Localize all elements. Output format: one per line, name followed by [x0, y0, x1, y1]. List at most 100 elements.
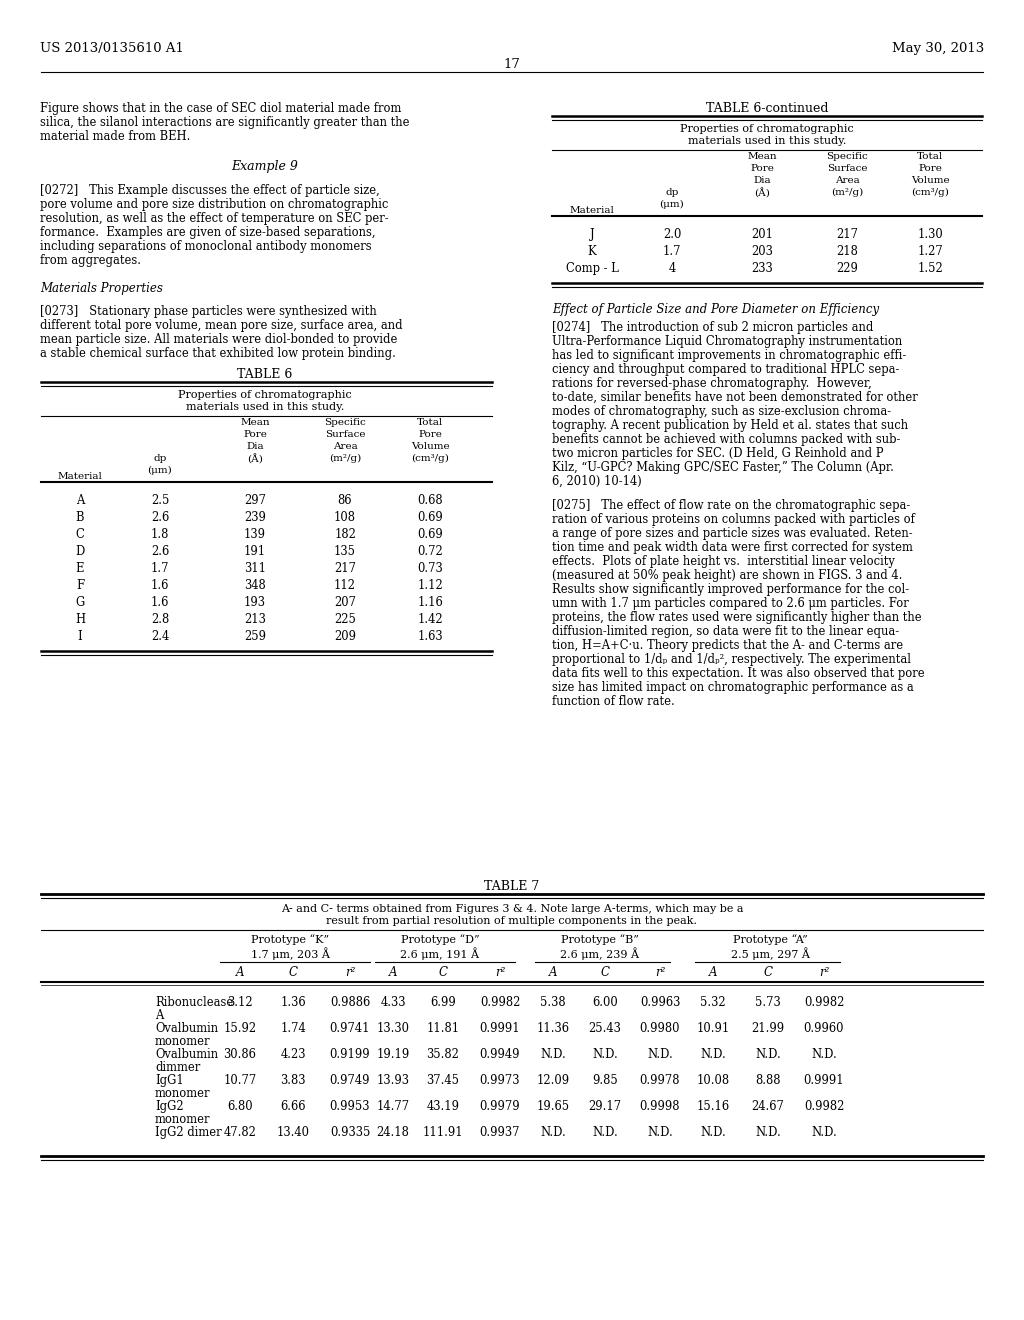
Text: Surface: Surface — [325, 430, 366, 440]
Text: monomer: monomer — [155, 1035, 211, 1048]
Text: Prototype “A”: Prototype “A” — [732, 935, 807, 945]
Text: D: D — [76, 545, 85, 558]
Text: 1.42: 1.42 — [417, 612, 442, 626]
Text: from aggregates.: from aggregates. — [40, 253, 141, 267]
Text: 2.8: 2.8 — [151, 612, 169, 626]
Text: dimmer: dimmer — [155, 1061, 201, 1074]
Text: Pore: Pore — [919, 164, 942, 173]
Text: 1.7 μm, 203 Å: 1.7 μm, 203 Å — [251, 946, 330, 960]
Text: 3.12: 3.12 — [227, 997, 253, 1008]
Text: to-date, similar benefits have not been demonstrated for other: to-date, similar benefits have not been … — [552, 391, 918, 404]
Text: 0.9199: 0.9199 — [330, 1048, 371, 1061]
Text: 2.5 μm, 297 Å: 2.5 μm, 297 Å — [730, 946, 809, 960]
Text: N.D.: N.D. — [540, 1048, 566, 1061]
Text: function of flow rate.: function of flow rate. — [552, 696, 675, 708]
Text: 0.72: 0.72 — [417, 545, 442, 558]
Text: Volume: Volume — [411, 442, 450, 451]
Text: resolution, as well as the effect of temperature on SEC per-: resolution, as well as the effect of tem… — [40, 213, 389, 224]
Text: 1.7: 1.7 — [663, 246, 681, 257]
Text: Prototype “D”: Prototype “D” — [400, 935, 479, 945]
Text: materials used in this study.: materials used in this study. — [688, 136, 846, 147]
Text: A: A — [76, 494, 84, 507]
Text: TABLE 6: TABLE 6 — [238, 368, 293, 381]
Text: 8.88: 8.88 — [756, 1074, 780, 1086]
Text: has led to significant improvements in chromatographic effi-: has led to significant improvements in c… — [552, 348, 906, 362]
Text: 6.00: 6.00 — [592, 997, 617, 1008]
Text: tion, H=A+C·u. Theory predicts that the A- and C-terms are: tion, H=A+C·u. Theory predicts that the … — [552, 639, 903, 652]
Text: 348: 348 — [244, 579, 266, 591]
Text: 6.99: 6.99 — [430, 997, 456, 1008]
Text: 108: 108 — [334, 511, 356, 524]
Text: (μm): (μm) — [659, 201, 684, 209]
Text: a stable chemical surface that exhibited low protein binding.: a stable chemical surface that exhibited… — [40, 347, 396, 360]
Text: 2.5: 2.5 — [151, 494, 169, 507]
Text: 11.81: 11.81 — [426, 1022, 460, 1035]
Text: 21.99: 21.99 — [752, 1022, 784, 1035]
Text: 0.69: 0.69 — [417, 528, 442, 541]
Text: mean particle size. All materials were diol-bonded to provide: mean particle size. All materials were d… — [40, 333, 397, 346]
Text: 111.91: 111.91 — [423, 1126, 463, 1139]
Text: 1.16: 1.16 — [417, 597, 442, 609]
Text: 24.18: 24.18 — [377, 1126, 410, 1139]
Text: 5.73: 5.73 — [755, 997, 781, 1008]
Text: 225: 225 — [334, 612, 356, 626]
Text: [0273]   Stationary phase particles were synthesized with: [0273] Stationary phase particles were s… — [40, 305, 377, 318]
Text: 11.36: 11.36 — [537, 1022, 569, 1035]
Text: r²: r² — [819, 966, 829, 979]
Text: (m²/g): (m²/g) — [830, 187, 863, 197]
Text: 5.32: 5.32 — [700, 997, 726, 1008]
Text: 10.08: 10.08 — [696, 1074, 729, 1086]
Text: 15.92: 15.92 — [223, 1022, 257, 1035]
Text: 86: 86 — [338, 494, 352, 507]
Text: 5.38: 5.38 — [541, 997, 566, 1008]
Text: 0.9749: 0.9749 — [330, 1074, 371, 1086]
Text: Prototype “K”: Prototype “K” — [251, 935, 329, 945]
Text: 24.67: 24.67 — [752, 1100, 784, 1113]
Text: 15.16: 15.16 — [696, 1100, 729, 1113]
Text: A: A — [709, 966, 717, 979]
Text: 0.9949: 0.9949 — [480, 1048, 520, 1061]
Text: G: G — [76, 597, 85, 609]
Text: US 2013/0135610 A1: US 2013/0135610 A1 — [40, 42, 184, 55]
Text: May 30, 2013: May 30, 2013 — [892, 42, 984, 55]
Text: (cm³/g): (cm³/g) — [911, 187, 949, 197]
Text: N.D.: N.D. — [811, 1048, 837, 1061]
Text: IgG1: IgG1 — [155, 1074, 183, 1086]
Text: [0274]   The introduction of sub 2 micron particles and: [0274] The introduction of sub 2 micron … — [552, 321, 873, 334]
Text: 0.9991: 0.9991 — [804, 1074, 845, 1086]
Text: N.D.: N.D. — [647, 1048, 673, 1061]
Text: 1.6: 1.6 — [151, 597, 169, 609]
Text: N.D.: N.D. — [755, 1126, 781, 1139]
Text: ciency and throughput compared to traditional HPLC sepa-: ciency and throughput compared to tradit… — [552, 363, 899, 376]
Text: TABLE 7: TABLE 7 — [484, 880, 540, 894]
Text: proteins, the flow rates used were significantly higher than the: proteins, the flow rates used were signi… — [552, 611, 922, 624]
Text: 4.33: 4.33 — [380, 997, 406, 1008]
Text: A: A — [389, 966, 397, 979]
Text: 4: 4 — [669, 261, 676, 275]
Text: H: H — [75, 612, 85, 626]
Text: Volume: Volume — [910, 176, 949, 185]
Text: 1.63: 1.63 — [417, 630, 442, 643]
Text: 0.9741: 0.9741 — [330, 1022, 371, 1035]
Text: 1.30: 1.30 — [918, 228, 943, 242]
Text: tography. A recent publication by Held et al. states that such: tography. A recent publication by Held e… — [552, 418, 908, 432]
Text: 19.19: 19.19 — [377, 1048, 410, 1061]
Text: two micron particles for SEC. (D Held, G Reinhold and P: two micron particles for SEC. (D Held, G… — [552, 447, 884, 459]
Text: 297: 297 — [244, 494, 266, 507]
Text: a range of pore sizes and particle sizes was evaluated. Reten-: a range of pore sizes and particle sizes… — [552, 527, 912, 540]
Text: J: J — [590, 228, 594, 242]
Text: Ovalbumin: Ovalbumin — [155, 1048, 218, 1061]
Text: TABLE 6-continued: TABLE 6-continued — [706, 102, 828, 115]
Text: Figure shows that in the case of SEC diol material made from: Figure shows that in the case of SEC dio… — [40, 102, 401, 115]
Text: E: E — [76, 562, 84, 576]
Text: Properties of chromatographic: Properties of chromatographic — [178, 389, 352, 400]
Text: Pore: Pore — [750, 164, 774, 173]
Text: 112: 112 — [334, 579, 356, 591]
Text: rations for reversed-phase chromatography.  However,: rations for reversed-phase chromatograph… — [552, 378, 871, 389]
Text: (Å): (Å) — [754, 187, 770, 198]
Text: A: A — [155, 1008, 163, 1022]
Text: 0.9937: 0.9937 — [480, 1126, 520, 1139]
Text: 209: 209 — [334, 630, 356, 643]
Text: N.D.: N.D. — [592, 1126, 617, 1139]
Text: 17: 17 — [504, 58, 520, 71]
